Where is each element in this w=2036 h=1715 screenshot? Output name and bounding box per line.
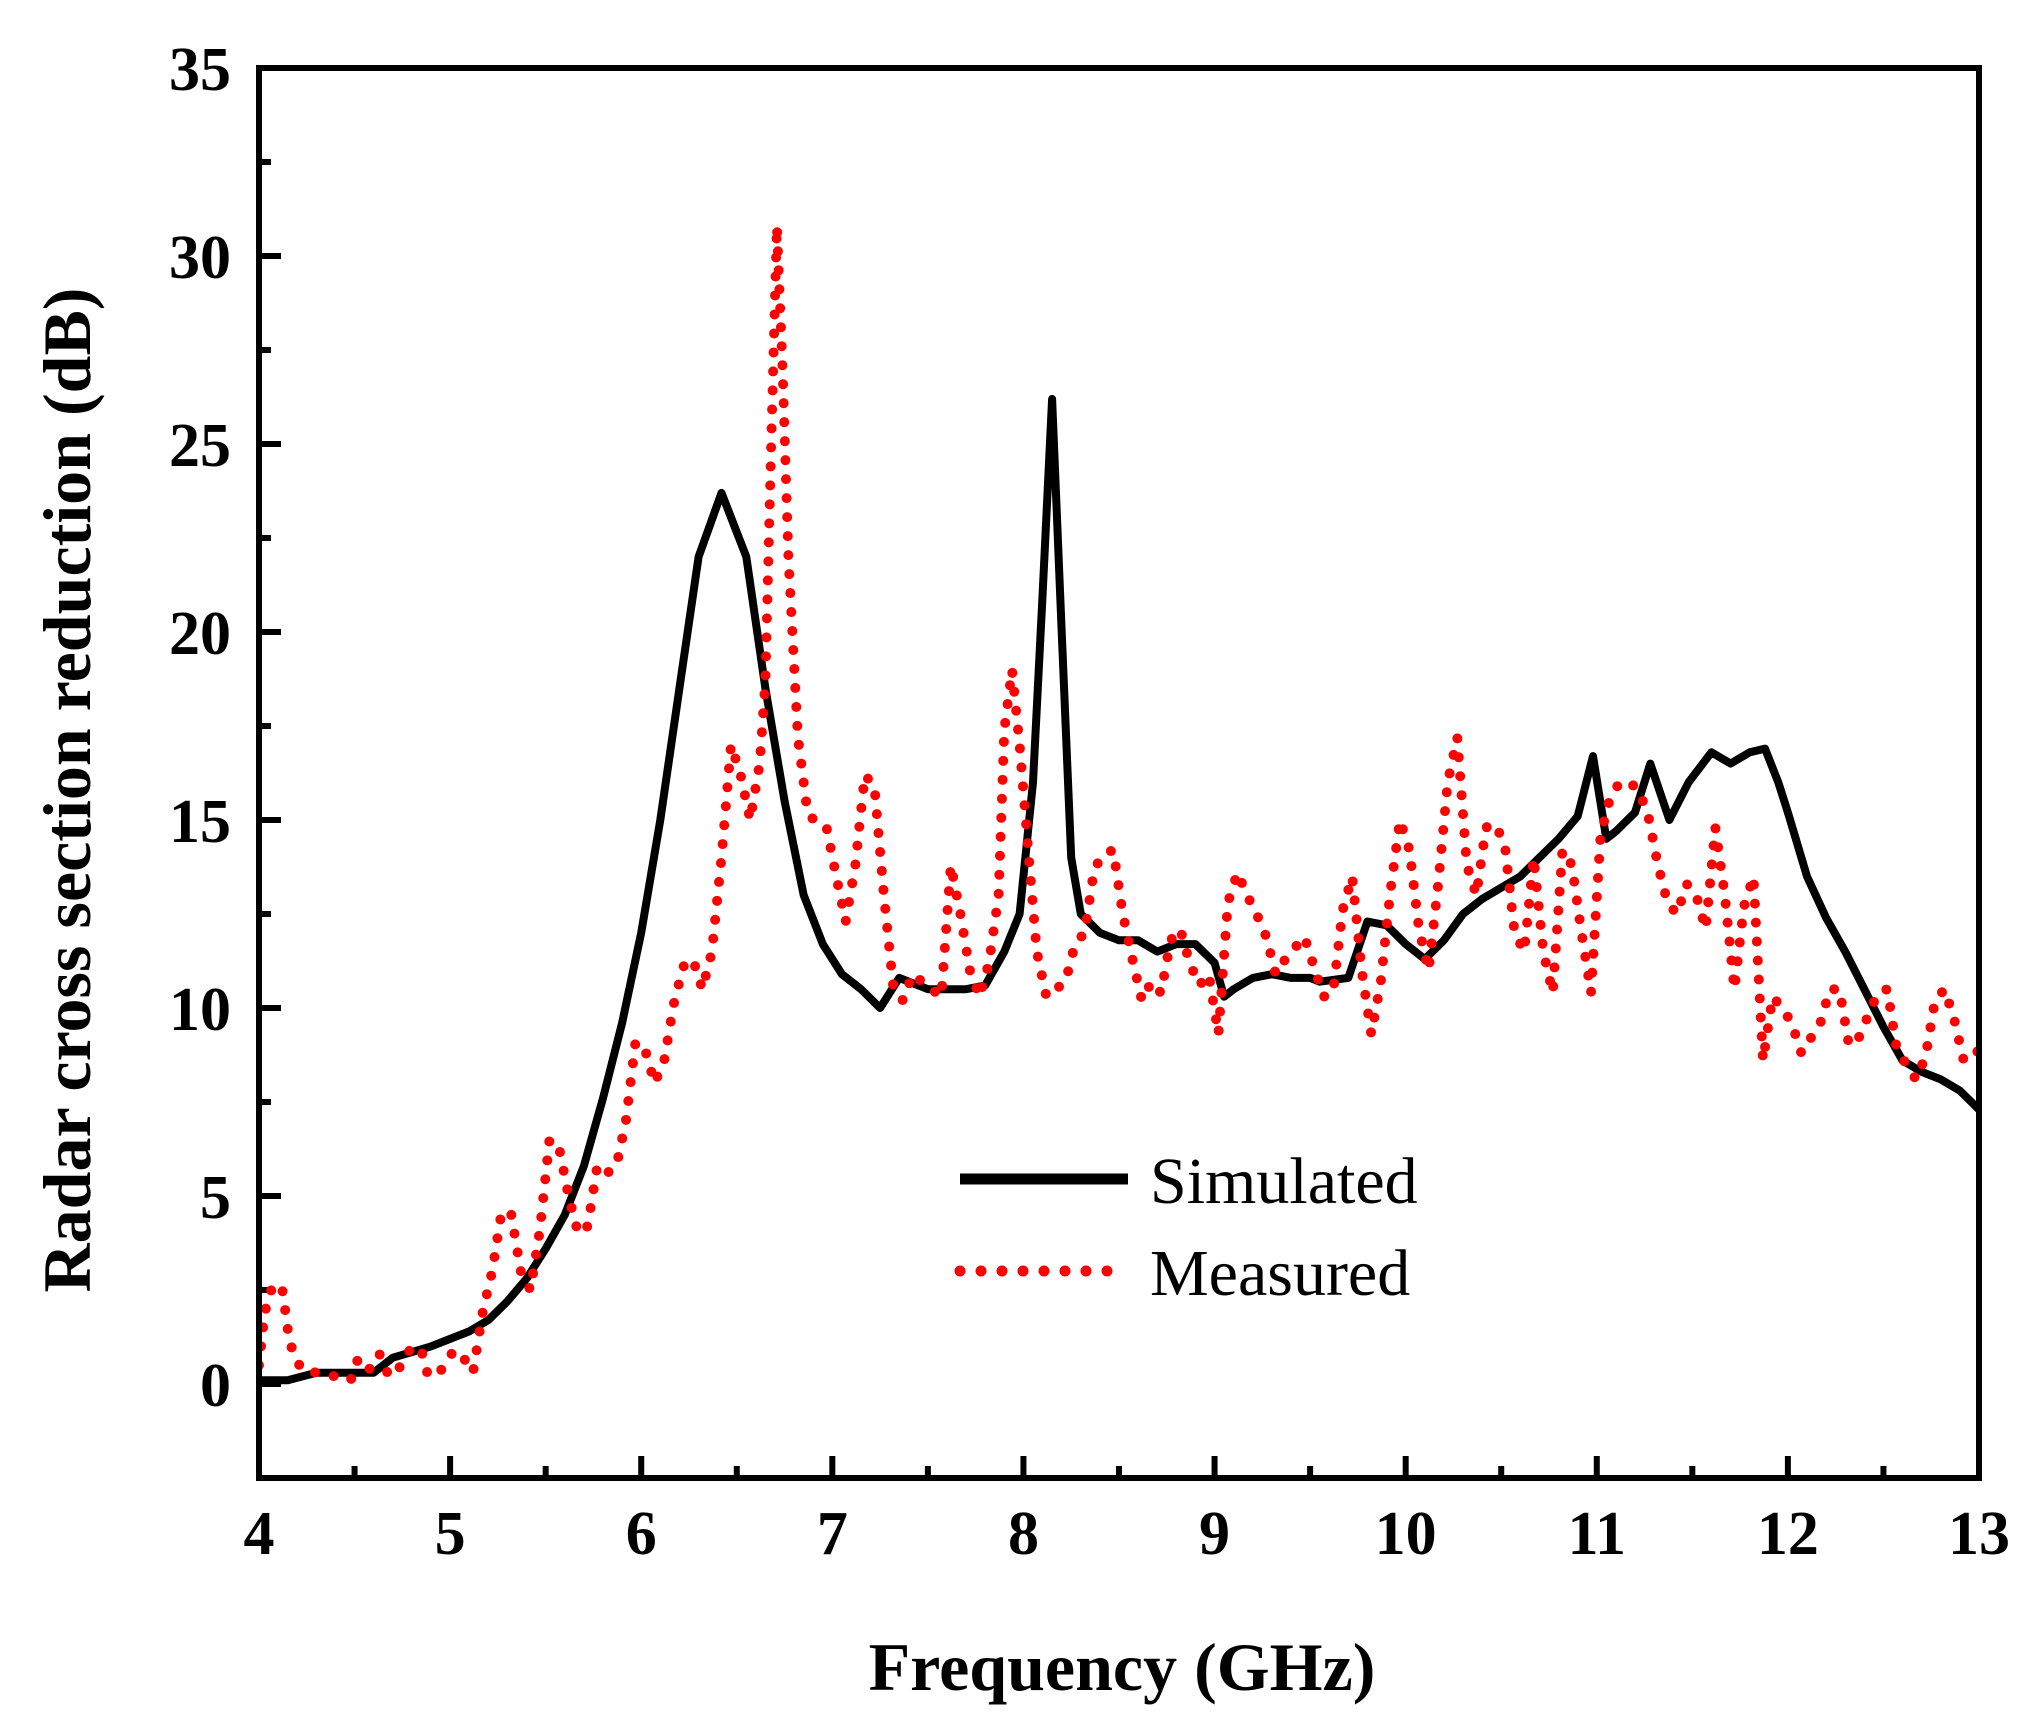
x-tick-label: 7 (817, 1500, 848, 1568)
y-tick-label: 15 (169, 788, 231, 856)
y-tick-label: 30 (169, 224, 231, 292)
y-tick-label: 5 (200, 1164, 231, 1232)
y-axis-ticks: 0 5 10 15 20 25 30 35 (169, 36, 281, 1420)
x-tick-label: 12 (1757, 1500, 1819, 1568)
x-axis-ticks: 4 5 6 7 8 9 10 11 12 13 (244, 1456, 2010, 1568)
x-tick-label: 6 (626, 1500, 657, 1568)
x-tick-label: 11 (1567, 1500, 1626, 1568)
plot-frame (256, 65, 1982, 1481)
y-tick-label: 20 (169, 600, 231, 668)
measured-series-line (259, 220, 1979, 1386)
x-tick-label: 5 (435, 1500, 466, 1568)
legend-simulated-label: Simulated (1150, 1145, 1418, 1218)
x-tick-label: 10 (1375, 1500, 1437, 1568)
y-tick-label: 35 (169, 36, 231, 104)
simulated-series-line (259, 394, 1979, 1385)
y-tick-label: 10 (169, 976, 231, 1044)
x-axis-title: Frequency (GHz) (869, 1629, 1376, 1705)
x-tick-label: 13 (1948, 1500, 2010, 1568)
x-tick-label: 8 (1008, 1500, 1039, 1568)
y-tick-label: 25 (169, 412, 231, 480)
y-axis-title: Radar cross section reduction (dB) (29, 288, 105, 1293)
x-tick-label: 9 (1199, 1500, 1230, 1568)
series-layer (259, 220, 1979, 1386)
legend-measured-label: Measured (1150, 1237, 1410, 1310)
y-tick-label: 0 (200, 1352, 231, 1420)
legend: Simulated Measured (954, 1145, 1418, 1310)
plot-area (259, 220, 1979, 1386)
x-tick-label: 4 (244, 1500, 275, 1568)
